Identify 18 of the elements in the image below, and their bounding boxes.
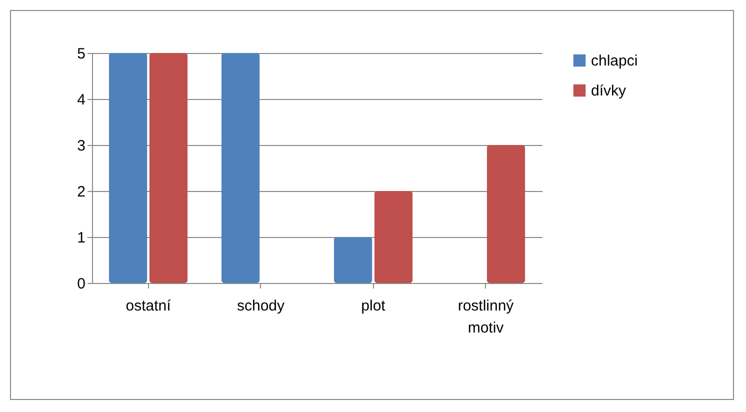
bar [221,53,260,283]
x-tick-label: schody [236,298,286,314]
legend-label: dívky [591,82,627,100]
y-tick-label: 3 [77,138,86,154]
y-tick-label: 1 [77,230,86,246]
bar [149,53,188,283]
x-tick-label: plot [361,298,386,314]
legend-label: chlapci [591,52,638,70]
y-tick-label: 0 [77,276,86,292]
y-tick-label: 2 [77,184,86,200]
bar [334,237,372,283]
bar [486,145,526,283]
y-tick-label: 5 [77,46,86,62]
x-tick-label: rostlinný motiv [458,298,514,336]
bar [374,191,413,283]
y-tick-label: 4 [77,92,86,108]
bar [108,53,148,283]
x-tick-label: ostatní [126,298,172,314]
